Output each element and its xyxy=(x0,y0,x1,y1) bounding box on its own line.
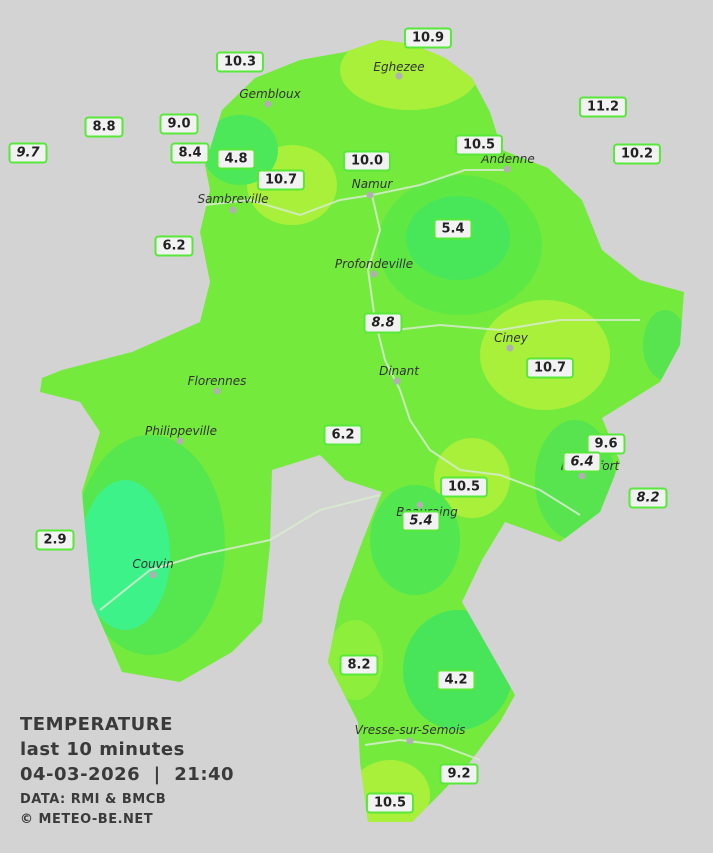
station-value: 9.0 xyxy=(159,113,199,135)
legend-source: DATA: RMI & BMCB xyxy=(20,792,167,807)
legend-datetime: 04-03-2026 | 21:40 xyxy=(20,764,235,785)
city-marker xyxy=(393,377,401,385)
station-value: 9.7 xyxy=(8,142,48,164)
city-label: Ciney xyxy=(494,331,528,345)
legend-title: TEMPERATURE xyxy=(20,714,173,735)
station-value: 11.2 xyxy=(578,96,628,118)
city-marker xyxy=(578,472,586,480)
city-label: Andenne xyxy=(481,152,535,166)
station-value: 10.7 xyxy=(256,169,306,191)
station-value: 8.2 xyxy=(339,654,379,676)
city-marker xyxy=(395,72,403,80)
station-value: 10.3 xyxy=(215,51,265,73)
city-marker xyxy=(406,737,414,745)
city-label: Eghezee xyxy=(373,60,425,74)
station-value: 6.2 xyxy=(323,424,363,446)
station-value: 5.4 xyxy=(433,218,473,240)
station-value: 10.2 xyxy=(612,143,662,165)
legend-subtitle: last 10 minutes xyxy=(20,739,185,760)
city-marker xyxy=(503,165,511,173)
city-marker xyxy=(264,100,272,108)
city-label: Vresse-sur-Semois xyxy=(354,723,466,737)
city-label: Philippeville xyxy=(145,424,217,438)
station-value: 4.8 xyxy=(216,148,256,170)
city-label: Gembloux xyxy=(239,87,301,101)
station-value: 10.5 xyxy=(365,792,415,814)
station-value: 8.4 xyxy=(170,142,210,164)
legend-block: TEMPERATURE last 10 minutes 04-03-2026 |… xyxy=(20,712,234,830)
city-label: Florennes xyxy=(187,374,247,388)
station-value: 6.4 xyxy=(562,451,602,473)
station-value: 8.8 xyxy=(363,312,403,334)
city-marker xyxy=(366,191,374,199)
city-marker xyxy=(149,571,157,579)
station-value: 10.5 xyxy=(439,476,489,498)
station-value: 5.4 xyxy=(401,510,441,532)
city-label: Profondeville xyxy=(334,257,414,271)
station-value: 8.2 xyxy=(628,487,668,509)
city-marker xyxy=(370,270,378,278)
station-value: 10.5 xyxy=(454,134,504,156)
city-marker xyxy=(506,344,514,352)
city-marker xyxy=(213,387,221,395)
station-value: 9.2 xyxy=(439,763,479,785)
station-value: 6.2 xyxy=(154,235,194,257)
legend-copyright: © METEO-BE.NET xyxy=(20,812,154,827)
station-value: 4.2 xyxy=(436,669,476,691)
city-marker xyxy=(176,437,184,445)
city-label: Couvin xyxy=(132,557,174,571)
station-value: 10.9 xyxy=(403,27,453,49)
city-label: Dinant xyxy=(379,364,419,378)
station-value: 10.0 xyxy=(342,150,392,172)
station-value: 9.6 xyxy=(586,433,626,455)
station-value: 8.8 xyxy=(84,116,124,138)
city-marker xyxy=(416,501,424,509)
station-value: 2.9 xyxy=(35,529,75,551)
city-marker xyxy=(229,206,237,214)
city-label: Namur xyxy=(351,177,393,191)
rivers xyxy=(99,169,640,761)
city-label: Sambreville xyxy=(197,192,269,206)
station-value: 10.7 xyxy=(525,357,575,379)
